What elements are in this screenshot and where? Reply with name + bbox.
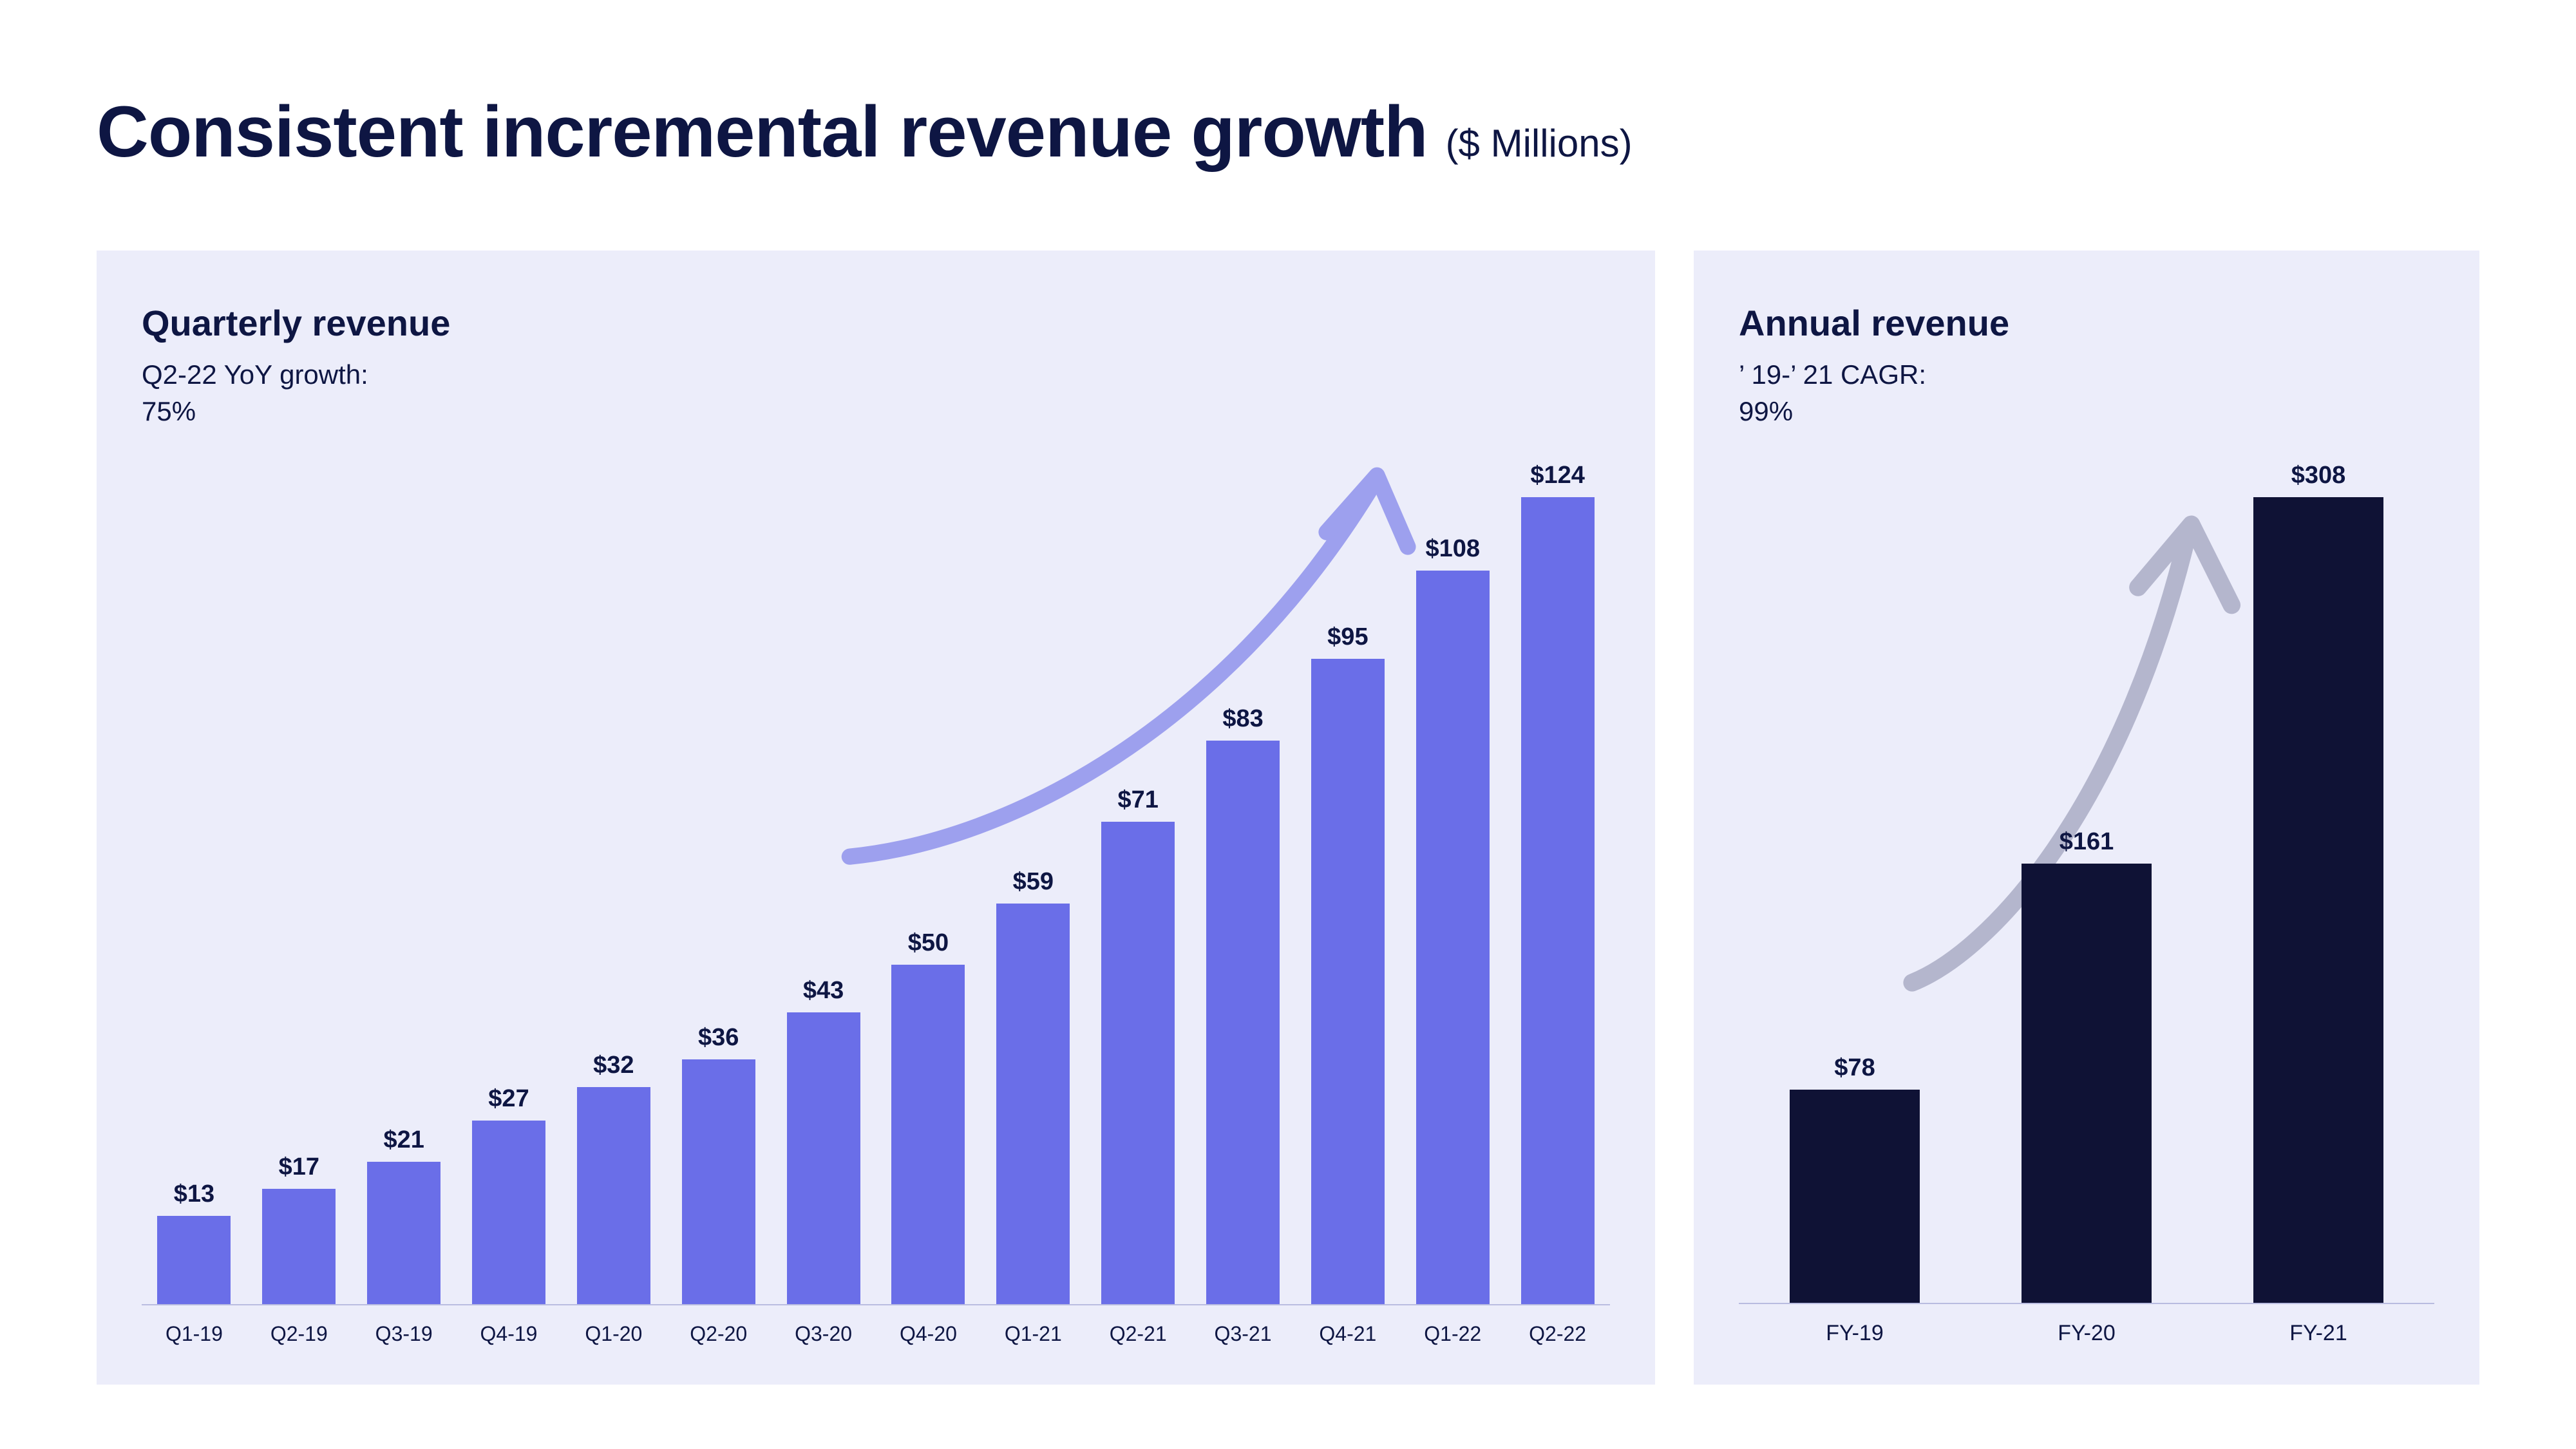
axis-label: Q2-21 [1086, 1322, 1191, 1346]
bar-slot: $124 [1505, 462, 1610, 1304]
bar [157, 1216, 231, 1304]
page-title-unit: ($ Millions) [1446, 121, 1633, 166]
bar-value-label: $36 [698, 1024, 739, 1052]
annual-title: Annual revenue [1739, 302, 2434, 344]
annual-axis: FY-19FY-20FY-21 [1739, 1321, 2434, 1346]
bar-slot: $27 [457, 462, 562, 1304]
axis-label: Q1-20 [561, 1322, 666, 1346]
quarterly-subtitle: Q2-22 YoY growth: 75% [142, 357, 1610, 430]
axis-label: Q2-19 [247, 1322, 352, 1346]
axis-label: Q1-19 [142, 1322, 247, 1346]
bar-value-label: $308 [2291, 462, 2346, 489]
bar-value-label: $161 [2060, 828, 2114, 856]
bar [262, 1189, 336, 1304]
axis-label: Q3-20 [771, 1322, 876, 1346]
axis-label: Q4-20 [876, 1322, 981, 1346]
bar-slot: $13 [142, 462, 247, 1304]
bar [891, 965, 965, 1304]
bar-slot: $50 [876, 462, 981, 1304]
bar-value-label: $59 [1013, 868, 1054, 896]
bar-slot: $32 [561, 462, 666, 1304]
bar [1790, 1090, 1920, 1303]
axis-label: Q1-22 [1400, 1322, 1505, 1346]
bar [682, 1059, 755, 1304]
bar-slot: $17 [247, 462, 352, 1304]
axis-label: FY-20 [1971, 1321, 2202, 1346]
quarterly-axis: Q1-19Q2-19Q3-19Q4-19Q1-20Q2-20Q3-20Q4-20… [142, 1322, 1610, 1346]
bar [1311, 659, 1385, 1304]
title-row: Consistent incremental revenue growth ($… [97, 90, 2479, 173]
bar-slot: $308 [2202, 462, 2434, 1303]
axis-label: Q4-19 [457, 1322, 562, 1346]
axis-label: FY-19 [1739, 1321, 1971, 1346]
page-title: Consistent incremental revenue growth [97, 90, 1428, 173]
axis-label: Q3-19 [352, 1322, 457, 1346]
bar-value-label: $95 [1327, 623, 1368, 651]
bar-value-label: $78 [1834, 1054, 1875, 1082]
bar-slot: $108 [1400, 462, 1505, 1304]
bar-value-label: $43 [803, 977, 844, 1005]
quarterly-chart-area: $13 $17 $21 $27 $32 $36 $43 $50 $59 $71 $83 $95 $108… [142, 436, 1610, 1305]
axis-label: Q2-22 [1505, 1322, 1610, 1346]
quarterly-title: Quarterly revenue [142, 302, 1610, 344]
bar [1101, 822, 1175, 1304]
bar [787, 1012, 860, 1304]
bar [996, 904, 1070, 1304]
bar-value-label: $21 [383, 1126, 424, 1154]
quarterly-bars: $13 $17 $21 $27 $32 $36 $43 $50 $59 $71 $83 $95 $108… [142, 462, 1610, 1305]
annual-subtitle: ’ 19-’ 21 CAGR: 99% [1739, 357, 2434, 430]
bar-value-label: $71 [1117, 786, 1158, 814]
bar-slot: $78 [1739, 462, 1971, 1303]
bar-slot: $36 [666, 462, 771, 1304]
bar-slot: $83 [1191, 462, 1296, 1304]
bar-slot: $59 [981, 462, 1086, 1304]
bar-slot: $95 [1295, 462, 1400, 1304]
bar-slot: $21 [352, 462, 457, 1304]
bar [1521, 497, 1595, 1304]
bar [2022, 864, 2152, 1303]
panels: Quarterly revenue Q2-22 YoY growth: 75% … [97, 251, 2479, 1385]
bar-value-label: $108 [1425, 535, 1480, 563]
bar [472, 1121, 545, 1304]
axis-label: FY-21 [2202, 1321, 2434, 1346]
axis-label: Q4-21 [1295, 1322, 1400, 1346]
quarterly-panel: Quarterly revenue Q2-22 YoY growth: 75% … [97, 251, 1655, 1385]
bar [2253, 497, 2383, 1303]
bar-value-label: $50 [908, 929, 949, 957]
bar [367, 1162, 440, 1304]
bar [1416, 571, 1490, 1304]
slide: Consistent incremental revenue growth ($… [0, 0, 2576, 1449]
annual-chart-area: $78 $161 $308 [1739, 436, 2434, 1304]
axis-label: Q1-21 [981, 1322, 1086, 1346]
bar-value-label: $32 [593, 1052, 634, 1079]
axis-label: Q2-20 [666, 1322, 771, 1346]
annual-bars: $78 $161 $308 [1739, 462, 2434, 1304]
bar-value-label: $83 [1222, 705, 1263, 733]
axis-label: Q3-21 [1191, 1322, 1296, 1346]
bar-value-label: $17 [279, 1153, 319, 1181]
bar-value-label: $124 [1530, 462, 1585, 489]
bar-slot: $71 [1086, 462, 1191, 1304]
bar [1206, 741, 1280, 1304]
bar-value-label: $27 [488, 1085, 529, 1113]
bar [577, 1087, 650, 1304]
bar-value-label: $13 [174, 1180, 214, 1208]
annual-panel: Annual revenue ’ 19-’ 21 CAGR: 99% $78 $1… [1694, 251, 2479, 1385]
bar-slot: $161 [1971, 462, 2202, 1303]
bar-slot: $43 [771, 462, 876, 1304]
